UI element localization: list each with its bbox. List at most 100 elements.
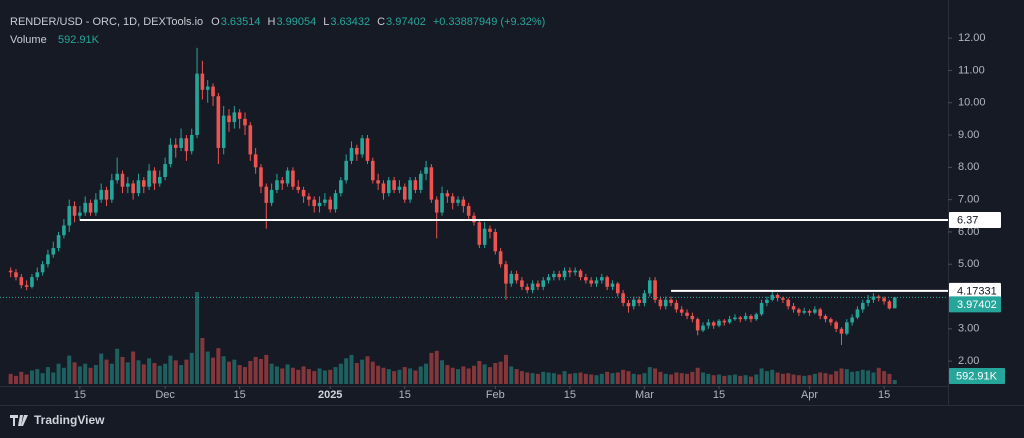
- volume-bar: [408, 368, 413, 384]
- candle-body: [168, 144, 173, 165]
- candle-body: [99, 189, 103, 200]
- volume-bar: [429, 352, 434, 384]
- candle-body: [615, 283, 620, 294]
- brand: TradingView: [10, 413, 105, 427]
- candle-body: [685, 312, 689, 316]
- x-tick-label: 2025: [318, 389, 342, 401]
- volume-bar: [541, 371, 546, 384]
- volume-bar: [413, 370, 418, 384]
- volume-bar: [157, 365, 162, 384]
- candle-body: [536, 283, 540, 287]
- volume-bar: [51, 372, 56, 384]
- volume-bar: [147, 358, 152, 384]
- brand-logo: [10, 415, 28, 426]
- candle-body: [749, 315, 753, 320]
- candle-body: [418, 173, 423, 190]
- volume-bar: [152, 363, 157, 384]
- candle-body: [733, 317, 737, 320]
- candle-body: [546, 277, 551, 281]
- candle-body: [722, 320, 727, 323]
- candle-body: [365, 138, 370, 161]
- candle-body: [610, 283, 615, 287]
- volume-bar: [796, 375, 801, 384]
- candle-body: [72, 206, 77, 216]
- field-value: 3.99054: [276, 16, 316, 28]
- volume-tag-label: 592.91K: [956, 370, 998, 382]
- candle-body: [88, 202, 93, 213]
- price-tag-label: 6.37: [957, 214, 978, 226]
- volume-bar: [131, 351, 136, 384]
- candle-body: [887, 301, 892, 309]
- candle-body: [802, 311, 807, 313]
- volume-bar: [887, 373, 892, 384]
- volume-bar: [163, 363, 168, 384]
- candle-body: [839, 328, 844, 334]
- candle-body: [717, 320, 721, 326]
- candle-body: [152, 170, 157, 184]
- candle-body: [205, 86, 210, 90]
- y-tick-label: 8.00: [958, 161, 979, 173]
- volume-bar: [551, 373, 556, 384]
- volume-bar: [477, 361, 482, 384]
- candle-body: [445, 193, 450, 197]
- candle-body: [701, 325, 705, 331]
- price-tag-label: 4.17331: [957, 285, 997, 297]
- candle-body: [253, 154, 258, 168]
- candle-body: [312, 199, 317, 207]
- x-tick-label: 15: [399, 389, 411, 401]
- volume-bar: [631, 373, 636, 384]
- volume-bar: [285, 364, 290, 384]
- volume-bar: [674, 372, 679, 384]
- candle-body: [552, 273, 556, 278]
- volume-bar: [56, 363, 61, 384]
- candle-body: [147, 170, 151, 187]
- price-tag: [949, 211, 1001, 228]
- candle-body: [173, 144, 178, 148]
- candle-body: [317, 202, 322, 207]
- candle-body: [115, 173, 119, 181]
- candle-body: [541, 280, 546, 287]
- volume-bar: [770, 369, 775, 384]
- candle-body: [248, 125, 253, 155]
- current-price-tag: [949, 296, 1001, 313]
- plot: [8, 47, 897, 384]
- candle-body: [402, 186, 407, 200]
- candle-body: [653, 280, 657, 300]
- candle-body: [525, 286, 530, 291]
- candle-body: [328, 199, 333, 210]
- candle-body: [344, 160, 348, 181]
- candle-body: [530, 283, 535, 291]
- candle-body: [189, 135, 194, 152]
- volume-bar: [711, 375, 716, 384]
- candle-body: [104, 189, 109, 200]
- x-tick-label: Dec: [155, 389, 175, 401]
- field-value: 3.63432: [330, 16, 370, 28]
- volume-bar: [258, 358, 263, 384]
- candle-body: [136, 180, 141, 194]
- candle-body: [578, 270, 583, 278]
- volume-bar: [876, 367, 881, 384]
- x-tick-label: Mar: [635, 389, 654, 401]
- volume-bar: [802, 375, 807, 384]
- y-tick-label: 10.00: [958, 97, 986, 109]
- candle-body: [14, 272, 18, 278]
- volume-bar: [200, 338, 205, 384]
- volume-bar: [434, 350, 439, 384]
- volume-bar: [663, 373, 668, 384]
- volume-bar: [136, 360, 141, 384]
- candle-body: [456, 199, 460, 203]
- volume-bar: [13, 375, 18, 384]
- candle-body: [221, 115, 226, 148]
- volume-bar: [424, 363, 429, 384]
- volume-bar: [306, 369, 311, 384]
- field-label: C: [377, 16, 385, 28]
- volume-bar: [695, 367, 700, 384]
- volume-bar: [312, 371, 317, 384]
- volume-bar: [610, 373, 615, 384]
- candle-body: [882, 298, 886, 302]
- candle-body: [482, 228, 487, 245]
- volume-bar: [503, 354, 508, 384]
- volume-bar: [738, 375, 743, 384]
- volume-bar: [525, 372, 530, 384]
- volume-bar: [40, 373, 45, 384]
